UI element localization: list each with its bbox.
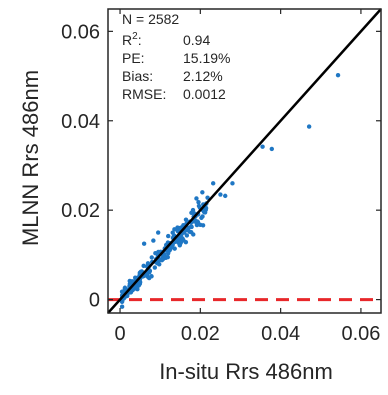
x-tick-label: 0 <box>114 323 125 345</box>
data-point <box>130 288 135 293</box>
stat-r2-value: 0.94 <box>183 32 210 48</box>
stat-r2-label: R2: <box>122 31 142 48</box>
data-point <box>119 304 125 309</box>
data-point <box>147 268 153 274</box>
data-point <box>155 230 161 235</box>
y-tick-label: 0 <box>89 290 100 312</box>
stat-pe-value: 15.19% <box>183 50 230 66</box>
data-point <box>190 207 196 213</box>
data-point <box>141 241 147 246</box>
data-point <box>210 181 216 186</box>
data-point <box>165 251 171 256</box>
stat-bias-value: 2.12% <box>183 68 223 84</box>
data-point <box>141 263 146 269</box>
data-point <box>160 256 166 262</box>
data-point <box>230 181 235 186</box>
data-point <box>194 196 199 201</box>
data-point <box>177 243 183 248</box>
data-point <box>196 200 201 205</box>
stat-pe-label: PE: <box>122 50 145 66</box>
plot-frame <box>107 8 382 314</box>
data-point <box>205 195 210 200</box>
data-point <box>306 124 312 129</box>
data-point <box>165 254 170 260</box>
y-tick-label: 0.06 <box>61 21 100 43</box>
y-axis-title: MLNN Rrs 486nm <box>18 70 43 246</box>
data-point <box>125 293 130 299</box>
data-point <box>172 227 177 232</box>
data-point <box>151 238 156 243</box>
stats-block: N = 2582 R2: 0.94 PE: 15.19% Bias: 2.12%… <box>122 11 230 102</box>
data-point <box>184 233 190 238</box>
stat-rmse-label: RMSE: <box>122 86 166 102</box>
y-tick-label: 0.02 <box>61 200 100 222</box>
data-point <box>223 193 228 199</box>
one-to-one-line <box>107 8 382 314</box>
data-point <box>200 190 205 195</box>
data-point <box>189 230 194 235</box>
data-point <box>193 218 198 223</box>
x-tick-label: 0.06 <box>341 323 380 345</box>
data-point <box>149 255 154 260</box>
stat-n: N = 2582 <box>122 11 179 27</box>
data-point <box>201 209 207 215</box>
data-point <box>122 285 128 290</box>
data-point <box>127 278 132 284</box>
data-point <box>183 239 189 245</box>
data-point <box>199 215 204 221</box>
data-point <box>269 146 274 152</box>
data-point <box>183 217 189 222</box>
x-axis-title: In-situ Rrs 486nm <box>159 359 333 384</box>
data-point <box>218 192 223 197</box>
x-tick-label: 0.02 <box>181 323 220 345</box>
data-point <box>200 223 206 228</box>
data-point <box>335 72 341 78</box>
data-point <box>149 274 154 279</box>
data-point <box>166 233 171 239</box>
y-tick-label: 0.04 <box>61 111 100 133</box>
x-tick-label: 0.04 <box>261 323 300 345</box>
data-point <box>260 144 265 149</box>
data-point <box>152 265 158 270</box>
data-point <box>170 230 175 235</box>
stat-bias-label: Bias: <box>122 68 153 84</box>
data-point <box>189 224 194 230</box>
stat-rmse-value: 0.0012 <box>183 86 226 102</box>
